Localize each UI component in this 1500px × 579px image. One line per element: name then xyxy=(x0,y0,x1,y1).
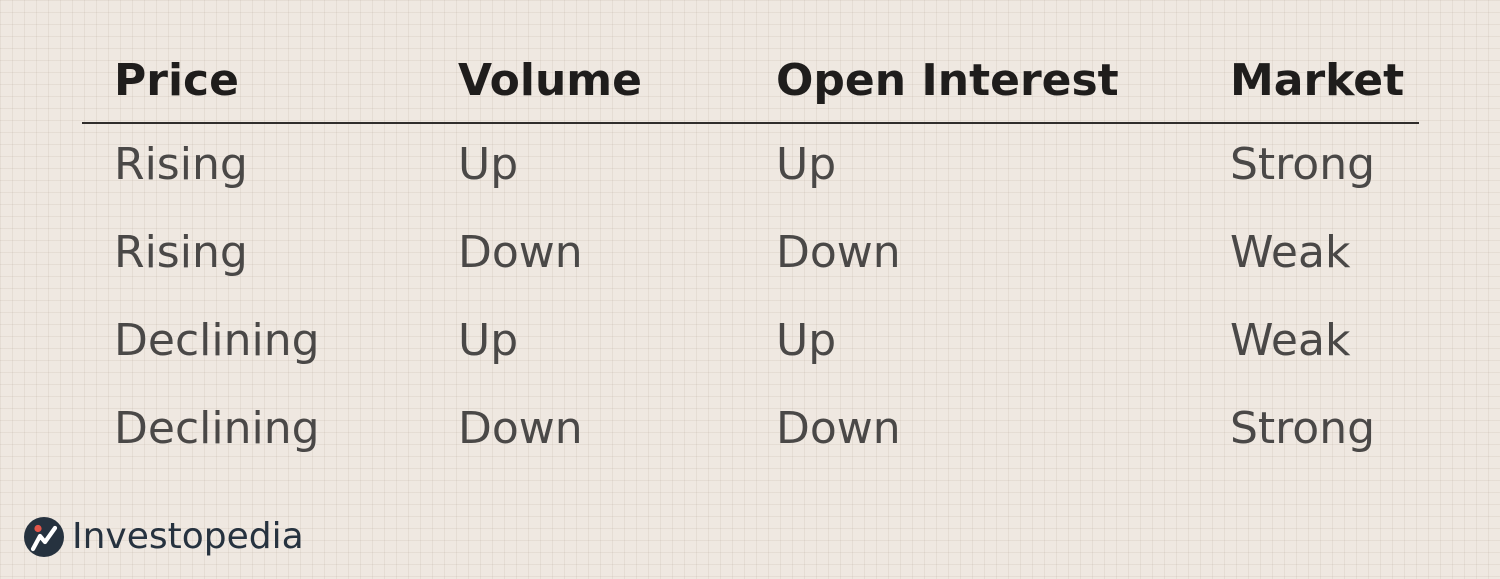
table-row: Rising Down Down Weak xyxy=(82,218,1419,306)
header-price: Price xyxy=(114,55,239,106)
table-row: Rising Up Up Strong xyxy=(82,130,1419,218)
cell-volume: Up xyxy=(458,315,519,366)
cell-open-interest: Down xyxy=(776,403,901,454)
cell-market: Strong xyxy=(1230,403,1376,454)
table-row: Declining Down Down Strong xyxy=(82,394,1419,482)
cell-volume: Up xyxy=(458,139,519,190)
cell-volume: Down xyxy=(458,227,583,278)
header-open-interest: Open Interest xyxy=(776,55,1119,106)
cell-open-interest: Up xyxy=(776,139,837,190)
cell-open-interest: Down xyxy=(776,227,901,278)
market-signal-table: Price Volume Open Interest Market Rising… xyxy=(82,50,1419,482)
cell-volume: Down xyxy=(458,403,583,454)
investopedia-logo-icon xyxy=(24,517,64,557)
table-row: Declining Up Up Weak xyxy=(82,306,1419,394)
cell-price: Rising xyxy=(114,139,248,190)
cell-price: Declining xyxy=(114,403,320,454)
cell-market: Weak xyxy=(1230,315,1351,366)
brand-name: Investopedia xyxy=(72,516,304,557)
cell-open-interest: Up xyxy=(776,315,837,366)
cell-market: Weak xyxy=(1230,227,1351,278)
header-market: Market xyxy=(1230,55,1405,106)
cell-price: Rising xyxy=(114,227,248,278)
cell-market: Strong xyxy=(1230,139,1376,190)
cell-price: Declining xyxy=(114,315,320,366)
header-volume: Volume xyxy=(458,55,642,106)
investopedia-logo: Investopedia xyxy=(23,515,304,559)
table-body: Rising Up Up Strong Rising Down Down Wea… xyxy=(82,124,1419,482)
table-header-row: Price Volume Open Interest Market xyxy=(82,50,1419,124)
